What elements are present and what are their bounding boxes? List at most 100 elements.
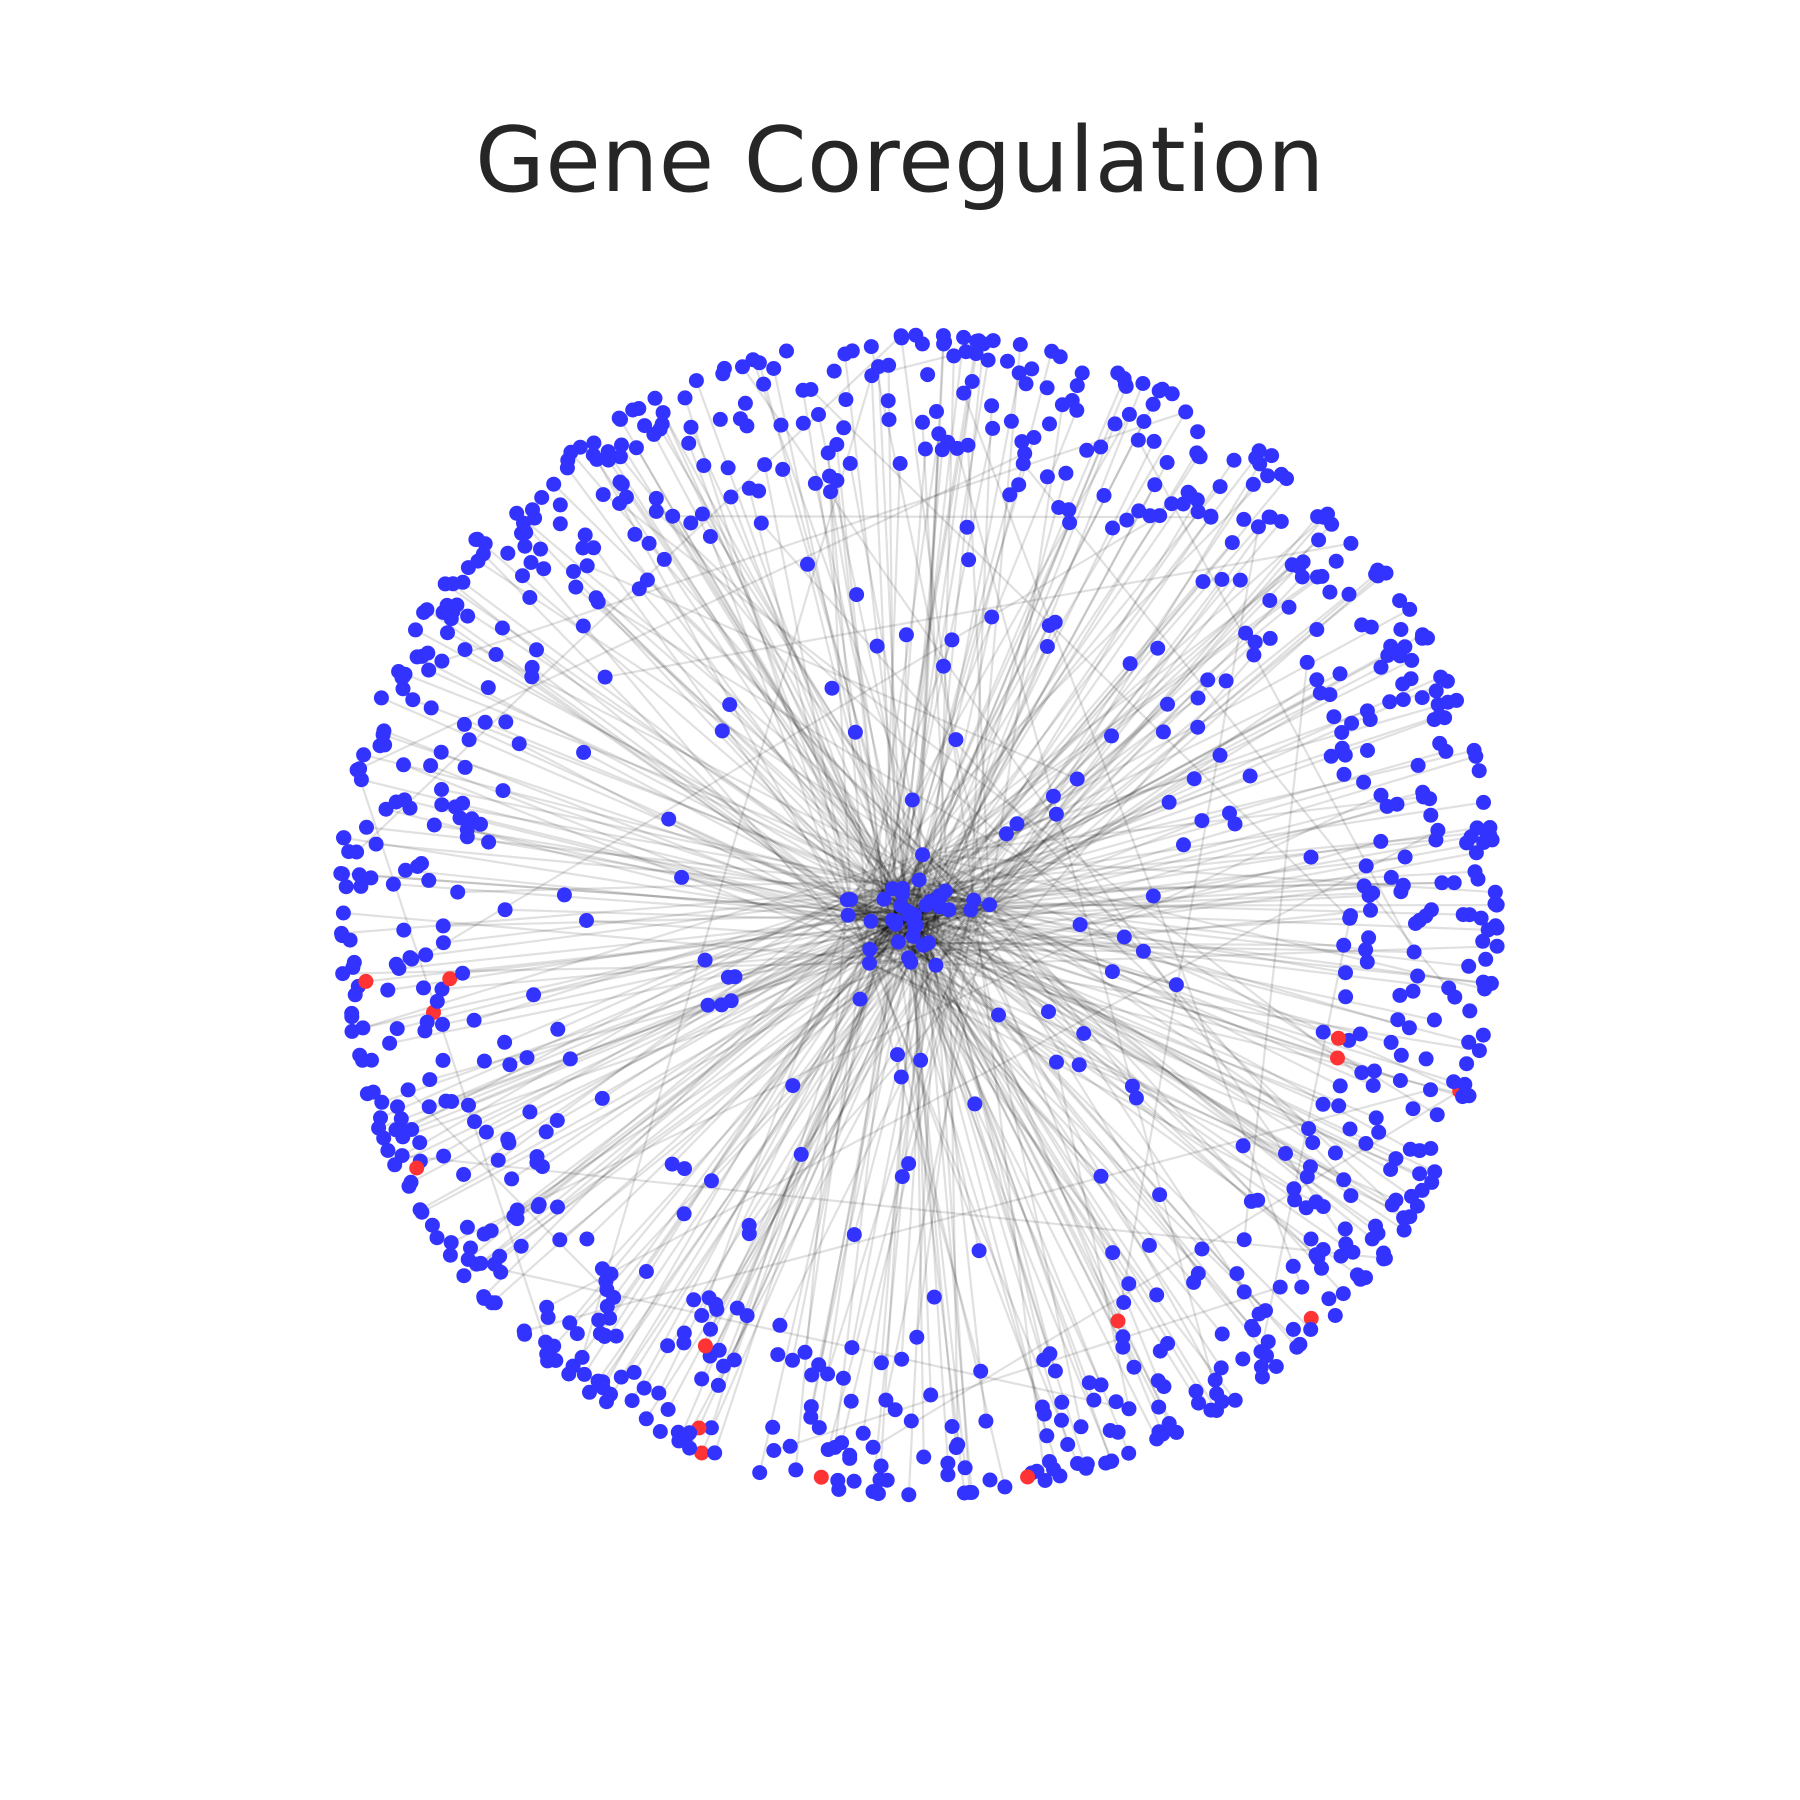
network-edge <box>671 900 931 1165</box>
network-node <box>1392 1073 1408 1088</box>
network-node <box>579 1231 595 1247</box>
network-node <box>893 1069 909 1085</box>
network-node <box>1342 1121 1358 1137</box>
network-node <box>773 417 789 433</box>
network-edge <box>870 920 1359 1276</box>
network-edge <box>772 368 900 943</box>
network-edge <box>495 653 872 923</box>
network-edge <box>340 872 915 916</box>
network-node <box>803 382 819 397</box>
network-edge <box>462 887 894 1176</box>
network-edge <box>908 909 1371 959</box>
network-node <box>1285 1321 1301 1337</box>
network-edge <box>523 1088 1431 1333</box>
network-node <box>766 1443 782 1458</box>
network-edge <box>915 755 1477 927</box>
network-node <box>1152 1187 1168 1203</box>
network-edge <box>513 914 915 1218</box>
network-edge <box>474 919 893 1123</box>
network-node <box>536 561 552 577</box>
network-node-highlighted <box>1110 1313 1126 1329</box>
network-node <box>611 410 627 426</box>
network-node <box>829 473 845 488</box>
network-node <box>456 716 472 732</box>
network-edge <box>899 905 1212 1411</box>
network-node <box>349 762 365 778</box>
network-node <box>703 1420 719 1436</box>
network-node <box>586 540 602 556</box>
network-node <box>948 732 964 748</box>
network-node <box>803 1399 819 1415</box>
network-node <box>1343 1188 1359 1204</box>
network-edge <box>921 854 1217 1381</box>
network-node <box>1246 647 1262 663</box>
network-edge <box>901 449 944 889</box>
network-node <box>890 934 906 950</box>
network-edge <box>778 904 991 1326</box>
network-node <box>1218 673 1234 689</box>
network-node <box>380 1143 396 1158</box>
network-node <box>1259 1348 1274 1364</box>
network-node <box>694 506 710 522</box>
network-edge <box>748 964 937 1227</box>
network-edge <box>850 895 941 1348</box>
network-node <box>788 1462 804 1478</box>
network-edge <box>894 924 966 1494</box>
network-node <box>1079 442 1095 458</box>
network-node <box>529 1155 545 1170</box>
network-edge <box>869 948 1286 1155</box>
network-node-highlighted <box>1020 1469 1036 1485</box>
network-node <box>522 590 538 605</box>
network-node <box>1121 1401 1137 1417</box>
network-node <box>1160 696 1175 712</box>
network-edge <box>907 910 1405 1219</box>
network-node <box>1414 690 1430 706</box>
network-edge <box>773 1286 1281 1452</box>
network-node <box>700 997 716 1013</box>
network-edge <box>944 646 1049 892</box>
network-node <box>1151 1399 1167 1415</box>
network-edge <box>846 899 1079 1464</box>
network-edge <box>899 905 1158 1296</box>
network-edge <box>850 822 1018 901</box>
network-edge <box>522 522 894 921</box>
network-edge <box>476 538 909 913</box>
network-edge <box>480 920 897 1265</box>
network-node <box>1363 902 1378 918</box>
network-node <box>421 872 437 888</box>
network-edge <box>944 621 1057 892</box>
network-node <box>641 535 657 551</box>
network-node <box>477 536 493 552</box>
network-node <box>529 642 544 658</box>
network-edge <box>847 914 1102 1178</box>
network-edge <box>464 648 916 916</box>
network-node <box>460 560 476 576</box>
network-edge <box>538 920 897 1206</box>
network-edge <box>827 452 852 900</box>
network-node <box>476 1053 492 1069</box>
network-node <box>546 476 562 492</box>
network-edge <box>688 899 975 1434</box>
network-edge <box>401 1154 1386 1260</box>
network-edge <box>897 580 1204 943</box>
network-node <box>702 529 718 544</box>
network-node <box>843 1393 859 1409</box>
network-node <box>624 1393 640 1409</box>
network-node <box>901 1487 917 1503</box>
network-node <box>434 782 449 797</box>
network-node <box>395 1129 411 1145</box>
network-node <box>1161 794 1177 810</box>
network-edge <box>583 888 894 1375</box>
network-node <box>917 441 933 457</box>
network-node <box>1281 599 1297 615</box>
network-edge <box>847 801 1484 901</box>
network-node <box>807 475 823 491</box>
network-node-highlighted <box>697 1338 713 1354</box>
network-node-highlighted <box>813 1469 829 1485</box>
network-node <box>1047 614 1063 630</box>
network-edge <box>922 944 1130 1454</box>
network-edge <box>701 513 924 856</box>
network-edge <box>803 433 940 1353</box>
network-edge <box>405 869 896 923</box>
network-node <box>1489 938 1505 954</box>
